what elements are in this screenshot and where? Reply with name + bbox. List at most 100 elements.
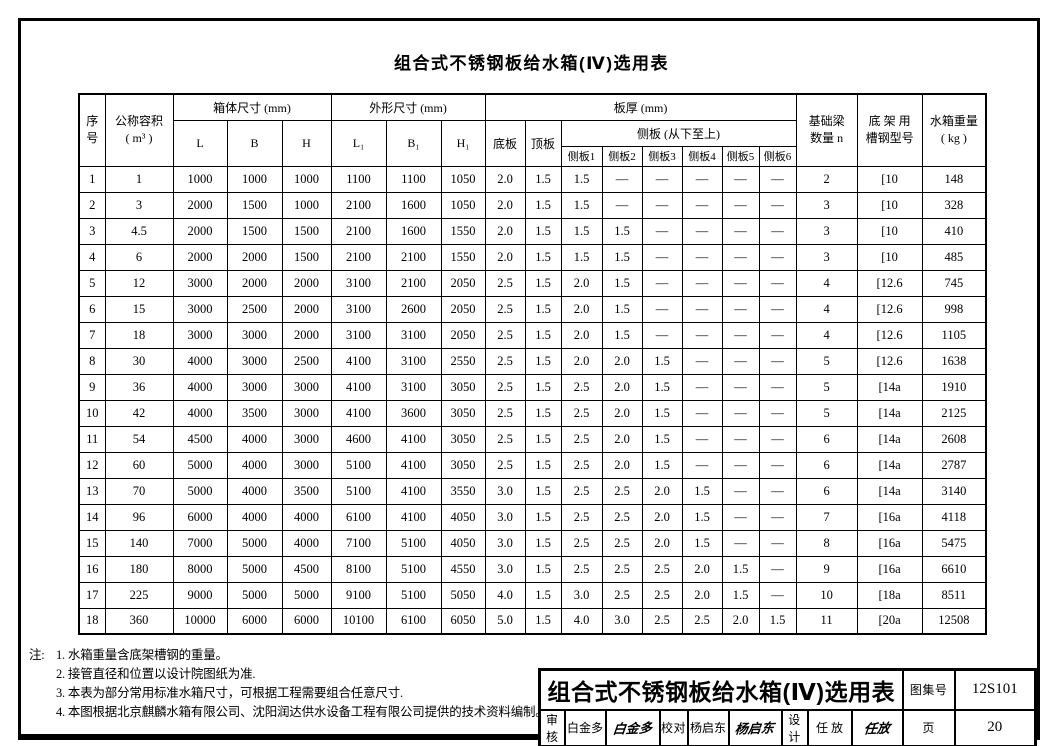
cell-volume: 140 <box>104 529 174 557</box>
cell-side-plate-3: — <box>641 217 683 245</box>
cell-weight: 485 <box>921 243 987 271</box>
cell-B: 5000 <box>226 555 283 583</box>
cell-side-plate-6: — <box>758 477 797 505</box>
cell-bottom-plate: 2.5 <box>484 425 526 453</box>
table-row: 17 225 9000 5000 5000 9100 5100 5050 4.0… <box>78 581 987 609</box>
header-outer-size-group: 外形尺寸 (mm) <box>330 93 486 121</box>
cell-side-plate-2: — <box>601 191 643 219</box>
cell-volume: 4.5 <box>104 217 174 245</box>
cell-B1: 4100 <box>385 425 442 453</box>
cell-channel-type: [10 <box>856 217 923 245</box>
cell-B: 4000 <box>226 477 283 505</box>
cell-bottom-plate: 2.5 <box>484 451 526 479</box>
cell-B: 1500 <box>226 191 283 219</box>
cell-side-plate-1: 2.5 <box>560 399 603 427</box>
cell-B: 2500 <box>226 295 283 323</box>
cell-B1: 6100 <box>385 607 442 635</box>
cell-side-plate-3: — <box>641 165 683 193</box>
cell-L1: 2100 <box>330 217 387 245</box>
cell-seq-no: 15 <box>78 529 106 557</box>
cell-seq-no: 11 <box>78 425 106 453</box>
cell-side-plate-4: — <box>681 451 723 479</box>
checker-signature: 杨启东 <box>727 708 783 746</box>
cell-side-plate-1: 2.5 <box>560 477 603 505</box>
cell-channel-type: [10 <box>856 243 923 271</box>
cell-side-plate-6: — <box>758 503 797 531</box>
cell-side-plate-5: — <box>721 477 760 505</box>
cell-H: 2000 <box>281 269 332 297</box>
cell-weight: 148 <box>921 165 987 193</box>
cell-H: 5000 <box>281 581 332 609</box>
cell-H: 2500 <box>281 347 332 375</box>
cell-L: 4500 <box>172 425 228 453</box>
cell-H1: 2050 <box>440 321 486 349</box>
cell-volume: 15 <box>104 295 174 323</box>
cell-beam-count: 7 <box>795 503 858 531</box>
cell-H: 1500 <box>281 243 332 271</box>
cell-side-plate-5: — <box>721 295 760 323</box>
cell-side-plate-4: 1.5 <box>681 477 723 505</box>
cell-side-plate-5: — <box>721 451 760 479</box>
cell-beam-count: 9 <box>795 555 858 583</box>
cell-side-plate-2: 2.0 <box>601 347 643 375</box>
reviewer-name: 白金多 <box>563 708 607 746</box>
cell-H1: 1050 <box>440 191 486 219</box>
cell-volume: 180 <box>104 555 174 583</box>
cell-H: 1000 <box>281 165 332 193</box>
cell-H1: 6050 <box>440 607 486 635</box>
cell-bottom-plate: 4.0 <box>484 581 526 609</box>
cell-H: 1500 <box>281 217 332 245</box>
cell-volume: 12 <box>104 269 174 297</box>
cell-L: 3000 <box>172 295 228 323</box>
header-foundation-beam-count: 基础梁 数量 n <box>795 93 858 167</box>
cell-side-plate-1: 2.5 <box>560 373 603 401</box>
cell-channel-type: [12.6 <box>856 321 923 349</box>
cell-side-plate-4: — <box>681 399 723 427</box>
cell-B: 2000 <box>226 269 283 297</box>
cell-beam-count: 10 <box>795 581 858 609</box>
cell-side-plate-3: — <box>641 191 683 219</box>
cell-B: 2000 <box>226 243 283 271</box>
cell-volume: 96 <box>104 503 174 531</box>
cell-side-plate-2: 2.5 <box>601 581 643 609</box>
cell-beam-count: 5 <box>795 399 858 427</box>
cell-weight: 328 <box>921 191 987 219</box>
selection-table: 序 号 公称容积 ( m³ ) 箱体尺寸 (mm) 外形尺寸 (mm) 板厚 (… <box>78 93 988 635</box>
cell-beam-count: 11 <box>795 607 858 635</box>
table-row: 18 360 10000 6000 6000 10100 6100 6050 5… <box>78 607 987 635</box>
cell-beam-count: 3 <box>795 243 858 271</box>
table-row: 13 70 5000 4000 3500 5100 4100 3550 3.0 … <box>78 477 987 505</box>
cell-beam-count: 5 <box>795 347 858 375</box>
cell-side-plate-5: — <box>721 425 760 453</box>
cell-seq-no: 18 <box>78 607 106 635</box>
cell-bottom-plate: 3.0 <box>484 555 526 583</box>
cell-L1: 7100 <box>330 529 387 557</box>
cell-B1: 2100 <box>385 243 442 271</box>
table-header: 序 号 公称容积 ( m³ ) 箱体尺寸 (mm) 外形尺寸 (mm) 板厚 (… <box>78 93 987 167</box>
cell-L: 4000 <box>172 373 228 401</box>
cell-channel-type: [12.6 <box>856 269 923 297</box>
cell-B1: 2100 <box>385 269 442 297</box>
cell-side-plate-3: — <box>641 321 683 349</box>
cell-bottom-plate: 3.0 <box>484 477 526 505</box>
cell-side-plate-6: — <box>758 581 797 609</box>
cell-side-plate-5: 2.0 <box>721 607 760 635</box>
cell-side-plate-1: 1.5 <box>560 165 603 193</box>
cell-channel-type: [12.6 <box>856 347 923 375</box>
cell-side-plate-1: 2.5 <box>560 503 603 531</box>
cell-volume: 6 <box>104 243 174 271</box>
cell-side-plate-4: — <box>681 191 723 219</box>
cell-side-plate-3: 2.0 <box>641 529 683 557</box>
cell-side-plate-6: — <box>758 529 797 557</box>
cell-H: 3000 <box>281 399 332 427</box>
cell-L1: 5100 <box>330 451 387 479</box>
cell-B: 3000 <box>226 321 283 349</box>
cell-side-plate-2: 2.0 <box>601 399 643 427</box>
cell-H1: 3550 <box>440 477 486 505</box>
cell-weight: 2608 <box>921 425 987 453</box>
cell-L: 3000 <box>172 269 228 297</box>
header-plate-thickness-group: 板厚 (mm) <box>484 93 797 121</box>
table-row: 15 140 7000 5000 4000 7100 5100 4050 3.0… <box>78 529 987 557</box>
cell-L1: 3100 <box>330 295 387 323</box>
cell-H1: 2550 <box>440 347 486 375</box>
